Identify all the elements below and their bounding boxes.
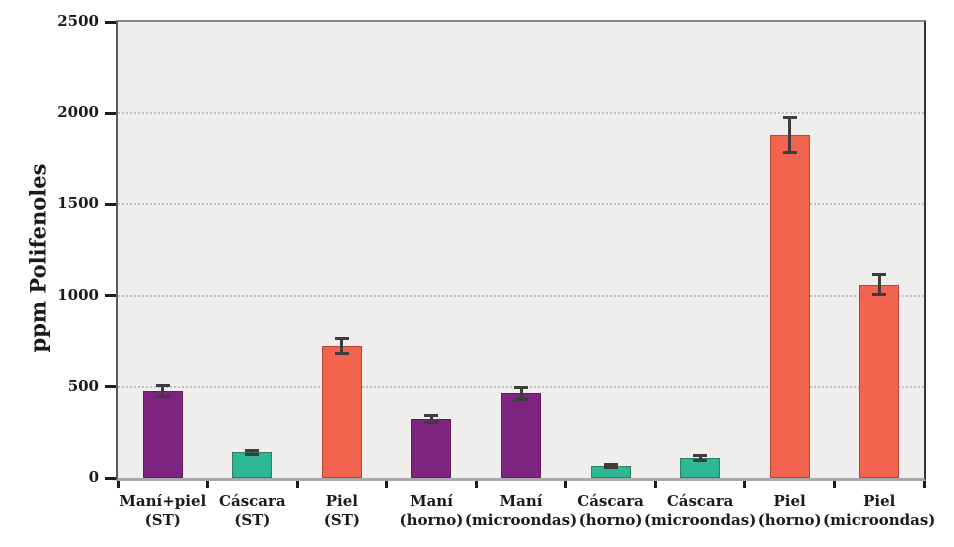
x-tick-mark-4: [474, 481, 478, 488]
error-bar-cap-top: [782, 116, 797, 120]
error-bar-cap-top: [514, 385, 528, 389]
error-bar: [429, 415, 433, 423]
bar-piel-horno: [769, 135, 810, 478]
x-tick-label-3: Maní (horno): [399, 492, 464, 529]
error-bar-cap-bottom: [334, 351, 349, 355]
y-tick-label-2500: 2500: [57, 12, 99, 30]
error-bar-cap-bottom: [424, 420, 439, 424]
x-tick-mark-5: [564, 481, 568, 488]
plot-area: [116, 20, 926, 481]
x-tick-label-0: Maní+piel (ST): [119, 492, 207, 529]
x-tick-label-1: Cáscara (ST): [219, 492, 286, 529]
error-bar-cap-bottom: [782, 150, 797, 154]
error-bar: [340, 338, 344, 354]
error-bar: [519, 387, 523, 400]
x-tick-mark-2: [295, 481, 299, 488]
error-bar: [250, 450, 254, 455]
y-tick-mark-2000: [105, 111, 116, 115]
bar-maní-microondas: [501, 393, 541, 478]
gridline-1000: [118, 294, 924, 297]
error-bar: [161, 385, 165, 397]
error-bar-cap-top: [334, 336, 349, 340]
x-tick-mark-0: [116, 481, 120, 488]
x-tick-label-4: Maní (microondas): [464, 492, 578, 529]
y-axis-title: ppm Polifenoles: [25, 163, 51, 353]
y-tick-label-0: 0: [88, 468, 99, 486]
x-tick-mark-3: [385, 481, 389, 488]
x-tick-mark-7: [743, 481, 747, 488]
bar-manípiel-st: [142, 391, 183, 478]
y-tick-mark-2500: [105, 20, 116, 24]
bar-piel-microondas: [859, 284, 900, 478]
y-tick-mark-500: [105, 385, 116, 389]
error-bar: [698, 455, 702, 461]
y-tick-mark-0: [105, 476, 116, 480]
y-tick-mark-1500: [105, 202, 116, 206]
error-bar-cap-bottom: [514, 397, 528, 401]
error-bar-cap-bottom: [872, 293, 887, 297]
x-tick-label-5: Cáscara (horno): [577, 492, 644, 529]
error-bar: [788, 117, 792, 153]
error-bar-cap-bottom: [245, 452, 260, 456]
y-tick-mark-1000: [105, 294, 116, 298]
error-bar-cap-top: [424, 413, 439, 417]
y-tick-label-500: 500: [67, 376, 99, 395]
gridline-1500: [118, 203, 924, 206]
x-tick-mark-8: [832, 481, 836, 488]
gridline-2000: [118, 112, 924, 115]
y-tick-label-2000: 2000: [57, 103, 99, 122]
error-bar-cap-bottom: [693, 458, 708, 462]
x-tick-label-7: Piel (horno): [757, 492, 822, 529]
x-tick-label-2: Piel (ST): [323, 492, 360, 529]
error-bar-cap-top: [872, 273, 887, 277]
x-tick-label-8: Piel (microondas): [823, 492, 936, 529]
error-bar-cap-top: [155, 384, 170, 388]
x-tick-mark-6: [653, 481, 657, 488]
bar-piel-st: [321, 345, 362, 478]
plot-inner: [118, 22, 924, 478]
error-bar: [877, 274, 881, 295]
y-tick-label-1000: 1000: [57, 285, 99, 304]
bar-cáscara-st: [232, 452, 273, 478]
error-bar-cap-top: [603, 463, 618, 467]
x-tick-label-6: Cáscara (microondas): [643, 492, 757, 529]
y-tick-label-1500: 1500: [57, 194, 99, 213]
x-tick-mark-9: [922, 481, 926, 488]
bar-maní-horno: [411, 418, 452, 478]
error-bar-cap-top: [693, 454, 708, 458]
error-bar-cap-bottom: [155, 395, 170, 399]
x-tick-mark-1: [206, 481, 210, 488]
error-bar-cap-bottom: [603, 466, 618, 470]
error-bar-cap-top: [245, 449, 260, 453]
